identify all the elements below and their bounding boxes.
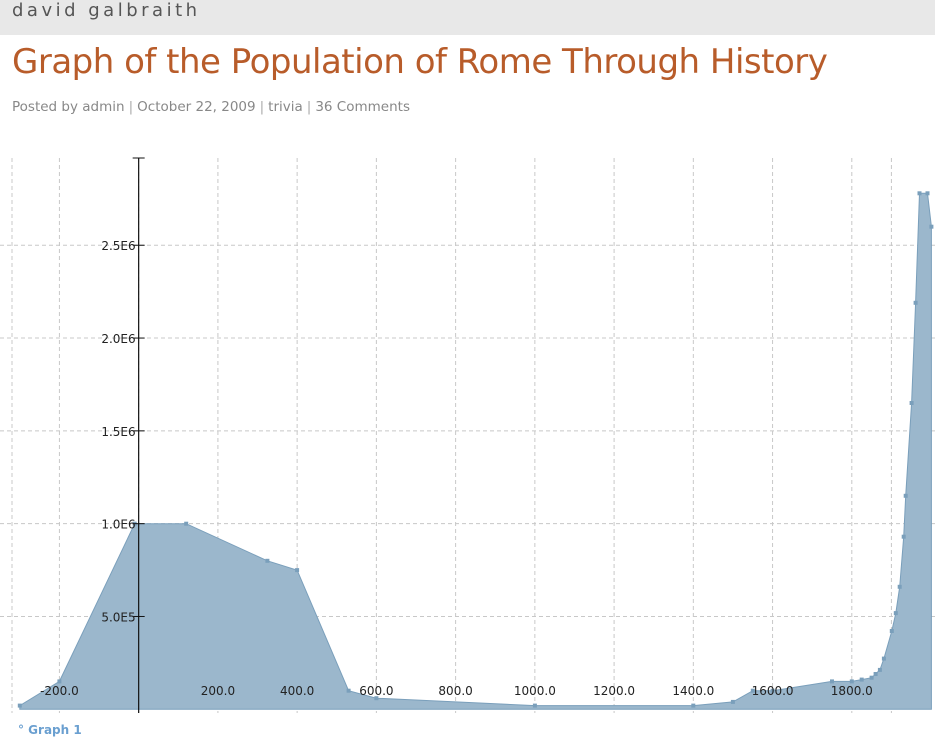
data-point — [909, 401, 914, 405]
data-point — [929, 224, 934, 229]
data-point — [881, 656, 886, 661]
x-tick-label: 1200.0 — [593, 684, 635, 698]
x-tick-label: 800.0 — [438, 684, 472, 698]
y-tick-label: 1.5E6 — [101, 425, 135, 439]
data-point — [859, 677, 864, 682]
legend-graph-1: ° Graph 1 — [18, 723, 82, 737]
post-date-link[interactable]: October 22, 2009 — [137, 99, 256, 115]
x-tick-label: 400.0 — [280, 684, 314, 698]
x-tick-label: 200.0 — [201, 684, 235, 698]
data-point — [873, 672, 878, 676]
x-tick-label: -200.0 — [40, 684, 79, 698]
site-name-link[interactable]: david galbraith — [12, 0, 201, 21]
y-tick-label: 2.5E6 — [101, 239, 135, 253]
author-link[interactable]: admin — [82, 99, 125, 115]
post-meta: Posted by admin | October 22, 2009 | trivia |… — [12, 99, 410, 115]
y-tick-label: 5.0E5 — [101, 610, 135, 624]
data-point — [889, 629, 894, 633]
data-point — [346, 688, 351, 693]
posted-by-label: Posted by — [12, 99, 78, 115]
meta-separator: | — [306, 99, 312, 115]
data-point — [374, 696, 379, 701]
population-chart: 5.0E5 1.0E6 1.5E6 2.0E6 2.5E6 -200.0 200.0 400… — [0, 157, 935, 737]
data-point — [730, 699, 735, 704]
x-tick-label: 1800.0 — [831, 684, 873, 698]
x-axis-ticks: -200.0 200.0 400.0 600.0 800.0 1000.0 1200.0 14… — [40, 684, 873, 698]
meta-separator: | — [259, 99, 265, 115]
data-point — [901, 534, 906, 539]
data-point — [265, 558, 270, 563]
data-point — [295, 568, 300, 573]
data-point — [57, 679, 62, 684]
data-point — [903, 493, 908, 498]
data-point — [913, 300, 918, 305]
data-point — [691, 703, 696, 708]
data-point — [184, 521, 189, 526]
site-header-bar: david galbraith — [0, 0, 935, 35]
data-point — [17, 703, 22, 708]
data-point — [925, 191, 930, 196]
y-tick-label: 1.0E6 — [101, 518, 135, 532]
x-tick-label: 1000.0 — [514, 684, 556, 698]
data-point — [849, 679, 854, 684]
data-point — [893, 611, 898, 616]
data-point — [750, 688, 755, 693]
x-tick-label: 600.0 — [359, 684, 393, 698]
y-axis-ticks: 5.0E5 1.0E6 1.5E6 2.0E6 2.5E6 — [101, 157, 145, 624]
comments-link[interactable]: 36 Comments — [315, 99, 410, 115]
y-tick-label: 2.0E6 — [101, 332, 135, 346]
data-point — [897, 584, 902, 589]
data-point — [830, 679, 834, 684]
population-area — [19, 192, 932, 710]
category-link[interactable]: trivia — [268, 99, 303, 115]
post-title[interactable]: Graph of the Population of Rome Through … — [12, 42, 828, 82]
x-tick-label: 1400.0 — [672, 684, 714, 698]
data-point — [770, 688, 775, 693]
x-tick-label: 1600.0 — [752, 684, 794, 698]
data-point — [877, 667, 882, 672]
data-point — [532, 703, 537, 708]
data-point — [917, 191, 922, 196]
meta-separator: | — [128, 99, 134, 115]
data-point — [869, 675, 874, 680]
